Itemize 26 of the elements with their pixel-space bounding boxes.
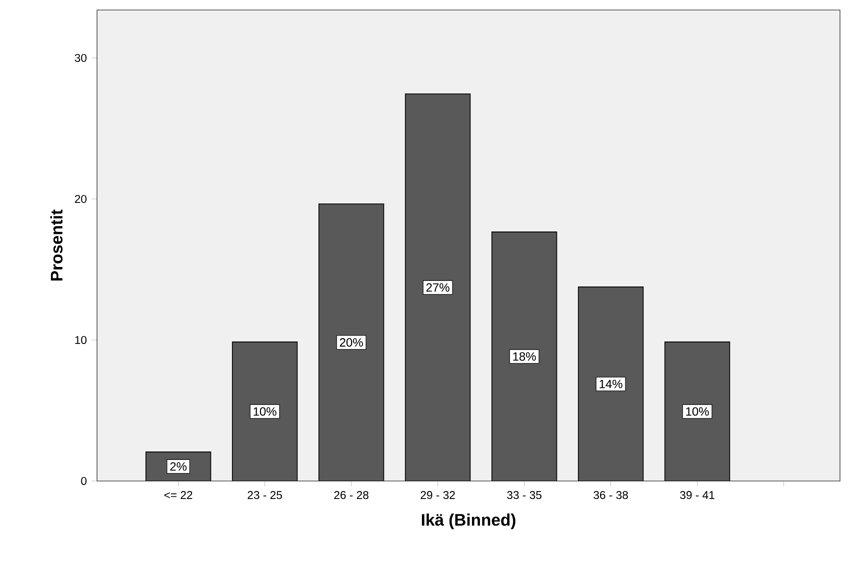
bar: [492, 232, 557, 481]
data-label: 20%: [340, 338, 363, 347]
data-label: 14%: [600, 380, 622, 388]
y-tick-label: 20: [74, 194, 87, 203]
bar: [232, 342, 298, 481]
y-tick-label: 30: [74, 54, 87, 62]
y-tick-label: 10: [75, 336, 87, 344]
bar: [578, 286, 644, 481]
data-label: 10%: [254, 407, 276, 416]
x-tick-label: 33 - 35: [507, 491, 542, 500]
x-tick-label: 23 - 25: [248, 491, 282, 500]
bar: [318, 204, 384, 481]
x-tick-label: 29 - 32: [420, 491, 455, 500]
x-tick-label: 39 - 41: [680, 491, 714, 500]
bar: [664, 342, 730, 481]
x-tick-label: <= 22: [164, 491, 192, 499]
data-label: 18%: [513, 352, 536, 361]
bar: [405, 94, 470, 481]
x-axis-title: Ikä (Binned): [422, 514, 516, 530]
x-tick-label: 26 - 28: [334, 491, 368, 500]
x-tick-label: 36 - 38: [594, 491, 628, 500]
data-label: 27%: [426, 283, 450, 292]
data-label: 10%: [686, 407, 709, 416]
y-axis-title: Prosentit: [50, 210, 63, 280]
data-label: 2%: [170, 462, 187, 471]
y-tick-label: 0: [81, 476, 87, 485]
